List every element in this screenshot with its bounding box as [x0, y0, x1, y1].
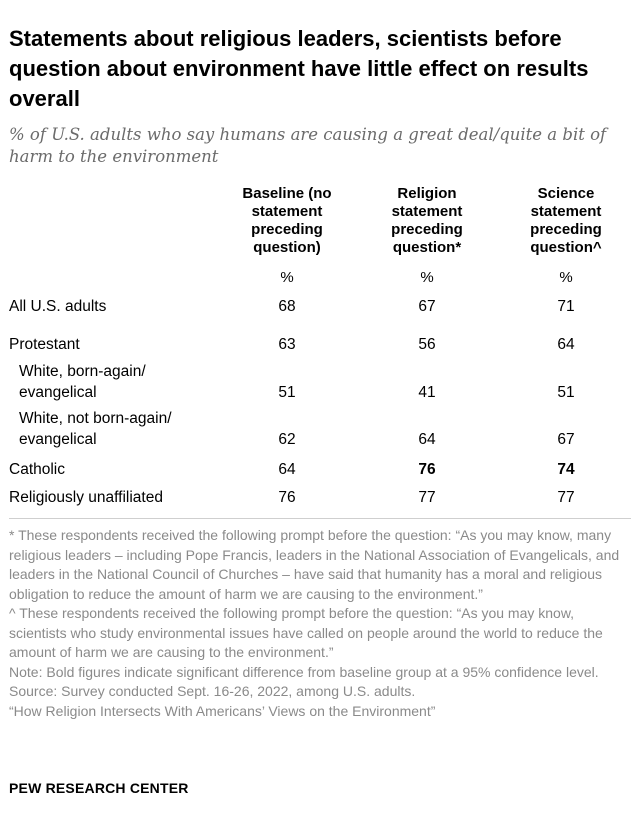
column-header-2: Religion statement preceding question* [391, 185, 463, 256]
cell-r6-c2: 77 [418, 489, 436, 506]
pew-brand: PEW RESEARCH CENTER [9, 780, 189, 796]
row-label-4: White, not born-again/evangelical [19, 410, 172, 448]
column-unit-2: % [420, 269, 434, 286]
cell-r2-c3: 64 [557, 336, 575, 353]
note-significance: Note: Bold figures indicate significant … [9, 663, 599, 680]
cell-r3-c3: 51 [557, 384, 575, 401]
cell-r3-c1: 51 [278, 384, 296, 401]
column-header-1: Baseline (no statement preceding questio… [242, 185, 332, 256]
footnote-science: ^ These respondents received the followi… [9, 605, 603, 660]
source-note: Source: Survey conducted Sept. 16-26, 20… [9, 683, 416, 699]
cell-r1-c3: 71 [557, 298, 575, 315]
cell-r5-c1: 64 [278, 461, 296, 478]
cell-r2-c2: 56 [418, 336, 436, 353]
footnote-religion: * These respondents received the followi… [9, 527, 620, 602]
cell-r4-c1: 62 [278, 431, 296, 448]
column-header-3: Science statement preceding question^ [530, 185, 602, 256]
cell-r5-c3: 74 [557, 461, 575, 478]
report-title-note: “How Religion Intersects With Americans’… [9, 702, 436, 719]
cell-r5-c2: 76 [418, 461, 436, 478]
cell-r3-c2: 41 [418, 384, 436, 401]
cell-r1-c2: 67 [418, 298, 436, 315]
row-label-2: Protestant [9, 336, 80, 353]
cell-r6-c1: 76 [278, 489, 296, 506]
row-label-1: All U.S. adults [9, 298, 107, 315]
table-bottom-rule [9, 518, 631, 519]
footnotes: * These respondents received the followi… [9, 526, 631, 721]
column-unit-1: % [280, 269, 294, 286]
cell-r1-c1: 68 [278, 298, 296, 315]
cell-r6-c3: 77 [557, 489, 575, 506]
column-unit-3: % [559, 269, 573, 286]
row-label-5: Catholic [9, 461, 65, 478]
cell-r4-c2: 64 [418, 431, 436, 448]
cell-r4-c3: 67 [557, 431, 575, 448]
row-label-6: Religiously unaffiliated [9, 489, 163, 506]
cell-r2-c1: 63 [278, 336, 296, 353]
row-label-3: White, born-again/evangelical [19, 363, 146, 401]
chart-subtitle: % of U.S. adults who say humans are caus… [9, 125, 607, 166]
chart-title: Statements about religious leaders, scie… [9, 26, 589, 111]
